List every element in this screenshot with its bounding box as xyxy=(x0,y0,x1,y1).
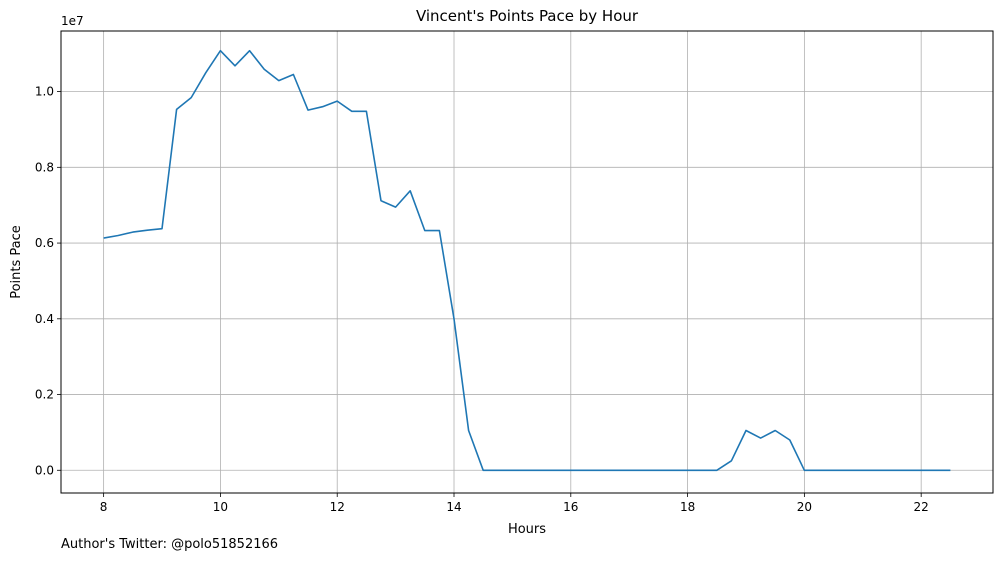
plot-border xyxy=(60,30,994,494)
y-tick-label: 0.0 xyxy=(35,463,54,477)
y-axis-scale-label: 1e7 xyxy=(61,14,84,28)
x-tick-label: 16 xyxy=(563,500,578,514)
grid-lines xyxy=(61,31,993,493)
data-layer xyxy=(103,49,951,472)
y-tick-label: 0.2 xyxy=(35,388,54,402)
x-tick-label: 14 xyxy=(446,500,461,514)
y-tick-label: 0.6 xyxy=(35,236,54,250)
y-tick-label: 0.4 xyxy=(35,312,54,326)
chart-title: Vincent's Points Pace by Hour xyxy=(416,7,639,25)
x-axis-ticks: 8 10 12 14 16 18 20 22 xyxy=(100,493,929,514)
series-line xyxy=(103,49,951,472)
x-tick-label: 20 xyxy=(797,500,812,514)
plot-area xyxy=(61,31,993,493)
y-tick-label: 0.8 xyxy=(35,160,54,174)
x-tick-label: 12 xyxy=(330,500,345,514)
y-axis-label: Points Pace xyxy=(9,225,24,299)
y-axis-ticks: 0.0 0.2 0.4 0.6 0.8 1.0 xyxy=(35,85,61,477)
x-tick-label: 22 xyxy=(914,500,929,514)
x-tick-label: 18 xyxy=(680,500,695,514)
x-tick-label: 8 xyxy=(100,500,108,514)
x-tick-label: 10 xyxy=(213,500,228,514)
x-axis-label: Hours xyxy=(508,522,546,537)
y-tick-label: 1.0 xyxy=(35,85,54,99)
author-twitter-note: Author's Twitter: @polo51852166 xyxy=(61,537,279,552)
